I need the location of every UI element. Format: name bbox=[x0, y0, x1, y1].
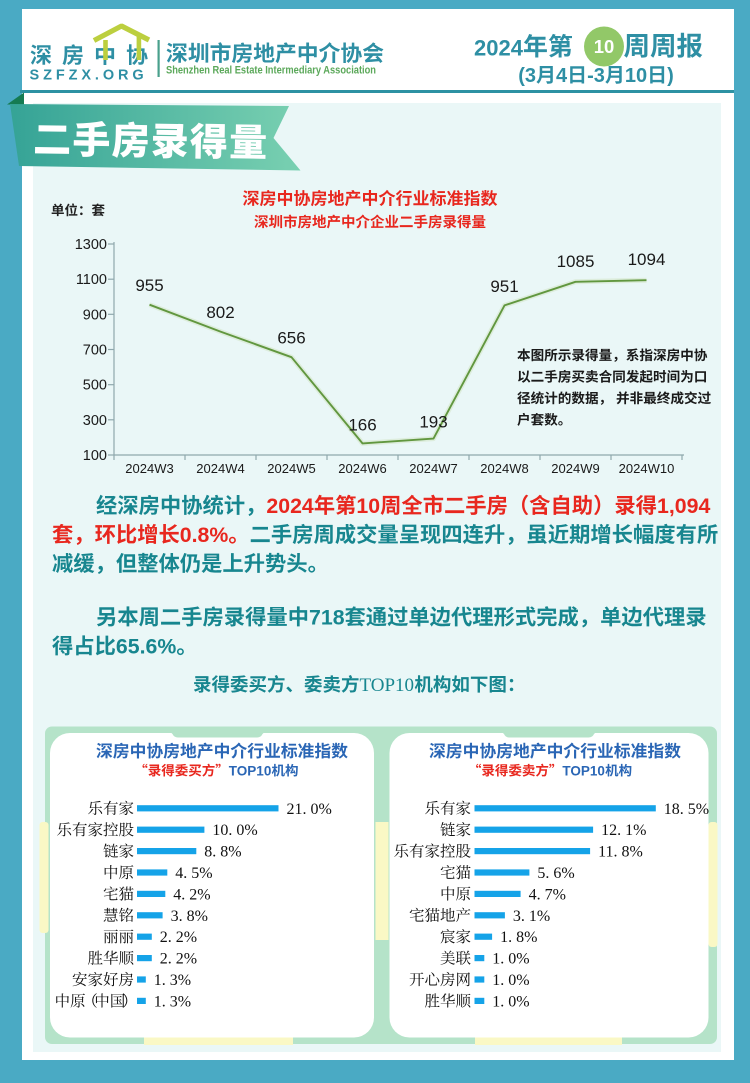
svg-text:10: 10 bbox=[356, 494, 380, 518]
svg-text:2024W8: 2024W8 bbox=[480, 461, 528, 476]
svg-text:18. 5%: 18. 5% bbox=[664, 801, 709, 818]
svg-text:2024: 2024 bbox=[474, 35, 524, 60]
svg-text:3. 8%: 3. 8% bbox=[171, 908, 208, 925]
svg-text:1085: 1085 bbox=[557, 252, 595, 271]
svg-text:1. 0%: 1. 0% bbox=[492, 972, 529, 989]
svg-text:Shenzhen Real Estate Intermedi: Shenzhen Real Estate Intermediary Associ… bbox=[166, 65, 376, 77]
svg-text:700: 700 bbox=[83, 343, 107, 359]
svg-text:10. 0%: 10. 0% bbox=[212, 822, 257, 839]
svg-text:11. 8%: 11. 8% bbox=[598, 844, 643, 861]
svg-text:2024W4: 2024W4 bbox=[196, 461, 244, 476]
svg-text:): ) bbox=[667, 65, 674, 87]
svg-text:4. 2%: 4. 2% bbox=[173, 886, 210, 903]
svg-text:2024W7: 2024W7 bbox=[409, 461, 457, 476]
svg-text:(3: (3 bbox=[518, 65, 536, 87]
svg-text:3. 1%: 3. 1% bbox=[513, 908, 550, 925]
svg-text:2024: 2024 bbox=[266, 494, 314, 518]
svg-text:TOP10: TOP10 bbox=[360, 675, 415, 696]
svg-text:0.8%: 0.8% bbox=[180, 523, 229, 547]
svg-text:1. 8%: 1. 8% bbox=[500, 929, 537, 946]
svg-text:5. 6%: 5. 6% bbox=[537, 865, 574, 882]
svg-text:TOP10: TOP10 bbox=[229, 763, 272, 778]
svg-text:2024W10: 2024W10 bbox=[619, 461, 675, 476]
svg-text:10: 10 bbox=[594, 36, 615, 57]
svg-text:2. 2%: 2. 2% bbox=[160, 951, 197, 968]
svg-text:2024W9: 2024W9 bbox=[551, 461, 599, 476]
svg-text:1. 3%: 1. 3% bbox=[154, 972, 191, 989]
svg-text:900: 900 bbox=[83, 307, 107, 323]
svg-text:2024W3: 2024W3 bbox=[125, 461, 173, 476]
svg-text:802: 802 bbox=[206, 303, 234, 322]
svg-text:100: 100 bbox=[83, 448, 107, 464]
svg-text:955: 955 bbox=[135, 276, 163, 295]
svg-text:166: 166 bbox=[348, 415, 376, 434]
svg-text:65.6%: 65.6% bbox=[116, 635, 176, 659]
svg-text:TOP10: TOP10 bbox=[562, 763, 605, 778]
svg-text:4. 5%: 4. 5% bbox=[175, 865, 212, 882]
svg-text:1094: 1094 bbox=[628, 250, 666, 269]
svg-text:2. 2%: 2. 2% bbox=[160, 929, 197, 946]
svg-text:951: 951 bbox=[490, 277, 518, 296]
svg-text:500: 500 bbox=[83, 378, 107, 394]
svg-text:2024W6: 2024W6 bbox=[338, 461, 386, 476]
svg-text:8. 8%: 8. 8% bbox=[204, 844, 241, 861]
svg-text:4. 7%: 4. 7% bbox=[529, 886, 566, 903]
svg-text:718: 718 bbox=[309, 606, 345, 630]
svg-text:1. 0%: 1. 0% bbox=[492, 993, 529, 1010]
svg-text:193: 193 bbox=[419, 413, 447, 432]
svg-text:1300: 1300 bbox=[75, 237, 107, 253]
svg-text:2024W5: 2024W5 bbox=[267, 461, 315, 476]
svg-text:1,094: 1,094 bbox=[657, 494, 710, 518]
svg-text:1. 3%: 1. 3% bbox=[154, 993, 191, 1010]
svg-text:300: 300 bbox=[83, 413, 107, 429]
svg-text:4: 4 bbox=[556, 65, 568, 87]
svg-text:1100: 1100 bbox=[76, 272, 107, 288]
svg-text:656: 656 bbox=[277, 329, 305, 348]
svg-text:21. 0%: 21. 0% bbox=[287, 801, 332, 818]
svg-text:12. 1%: 12. 1% bbox=[601, 822, 646, 839]
svg-text:-3: -3 bbox=[587, 65, 605, 87]
svg-text:SZFZX.ORG: SZFZX.ORG bbox=[30, 68, 148, 84]
svg-text:10: 10 bbox=[625, 65, 647, 87]
svg-text:1. 0%: 1. 0% bbox=[492, 951, 529, 968]
